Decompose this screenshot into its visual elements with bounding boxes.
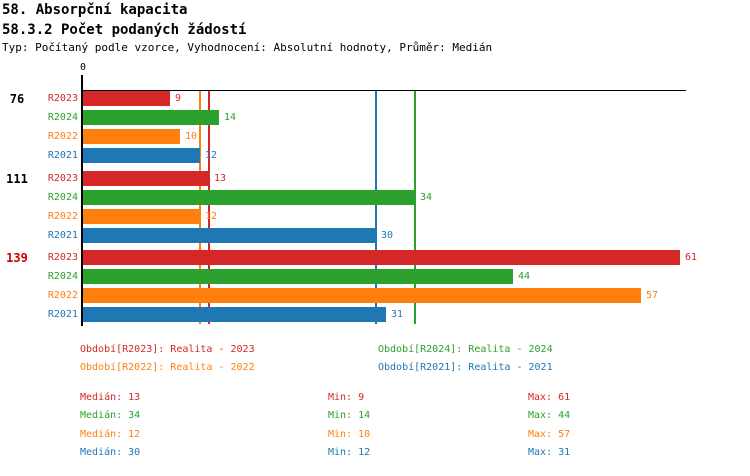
stat-min-R2024: Min: 14 xyxy=(328,410,371,421)
bar-R2022 xyxy=(83,288,641,303)
legend-item-r2022: Období[R2022]: Realita - 2022 xyxy=(80,362,255,373)
bar-R2021 xyxy=(83,307,386,322)
legend-item-r2024: Období[R2024]: Realita - 2024 xyxy=(378,344,553,355)
bar-row-label-R2024: R2024 xyxy=(47,192,78,203)
bar-R2021 xyxy=(83,148,200,163)
bar-R2023 xyxy=(83,250,680,265)
report-subtitle: Typ: Počítaný podle vzorce, Vyhodnocení:… xyxy=(2,41,493,54)
bar-R2023 xyxy=(83,91,170,106)
stat-max-R2021: Max: 31 xyxy=(528,447,571,458)
bar-row-label-R2023: R2023 xyxy=(47,93,78,104)
median-line-R2023 xyxy=(208,91,210,324)
bar-value-label-R2023: 13 xyxy=(214,173,227,184)
stat-max-R2024: Max: 44 xyxy=(528,410,571,421)
bar-R2024 xyxy=(83,190,415,205)
bar-row-label-R2021: R2021 xyxy=(47,150,78,161)
median-line-R2022 xyxy=(199,91,201,324)
bar-value-label-R2022: 12 xyxy=(205,211,218,222)
bar-value-label-R2023: 9 xyxy=(175,93,182,104)
legend-item-r2021: Období[R2021]: Realita - 2021 xyxy=(378,362,553,373)
x-axis-origin-label: 0 xyxy=(79,62,87,73)
bar-R2022 xyxy=(83,129,180,144)
bar-row-label-R2024: R2024 xyxy=(47,112,78,123)
bar-row-label-R2022: R2022 xyxy=(47,131,78,142)
bar-value-label-R2022: 57 xyxy=(646,290,659,301)
report-title-line1: 58. Absorpční kapacita xyxy=(2,2,188,18)
stat-max-R2023: Max: 61 xyxy=(528,392,571,403)
bar-row-label-R2024: R2024 xyxy=(47,271,78,282)
stat-max-R2022: Max: 57 xyxy=(528,429,571,440)
bar-row-label-R2023: R2023 xyxy=(47,252,78,263)
bar-R2022 xyxy=(83,209,200,224)
bar-row-label-R2021: R2021 xyxy=(47,309,78,320)
group-total-label: 111 xyxy=(6,172,28,186)
bar-value-label-R2022: 10 xyxy=(185,131,198,142)
median-line-R2021 xyxy=(375,91,377,324)
bar-value-label-R2023: 61 xyxy=(685,252,698,263)
bar-row-label-R2023: R2023 xyxy=(47,173,78,184)
bar-value-label-R2024: 44 xyxy=(518,271,531,282)
bar-row-label-R2022: R2022 xyxy=(47,290,78,301)
stat-median-R2024: Medián: 34 xyxy=(80,410,141,421)
y-axis-line xyxy=(81,75,83,326)
stat-median-R2023: Medián: 13 xyxy=(80,392,141,403)
bar-value-label-R2021: 12 xyxy=(205,150,218,161)
bar-value-label-R2024: 34 xyxy=(420,192,433,203)
bar-R2023 xyxy=(83,171,209,186)
bar-R2024 xyxy=(83,110,219,125)
bar-R2021 xyxy=(83,228,376,243)
stat-min-R2021: Min: 12 xyxy=(328,447,371,458)
bar-row-label-R2021: R2021 xyxy=(47,230,78,241)
stat-min-R2022: Min: 10 xyxy=(328,429,371,440)
bar-row-label-R2022: R2022 xyxy=(47,211,78,222)
x-axis-line xyxy=(82,90,686,91)
group-total-label: 76 xyxy=(9,92,25,106)
bar-value-label-R2024: 14 xyxy=(224,112,237,123)
group-total-label: 139 xyxy=(6,251,28,265)
median-line-R2024 xyxy=(414,91,416,324)
legend-item-r2023: Období[R2023]: Realita - 2023 xyxy=(80,344,255,355)
stat-median-R2021: Medián: 30 xyxy=(80,447,141,458)
bar-value-label-R2021: 30 xyxy=(381,230,394,241)
bar-value-label-R2021: 31 xyxy=(391,309,404,320)
stat-median-R2022: Medián: 12 xyxy=(80,429,141,440)
report-title-line2: 58.3.2 Počet podaných žádostí xyxy=(2,22,247,38)
bar-R2024 xyxy=(83,269,513,284)
stat-min-R2023: Min: 9 xyxy=(328,392,365,403)
